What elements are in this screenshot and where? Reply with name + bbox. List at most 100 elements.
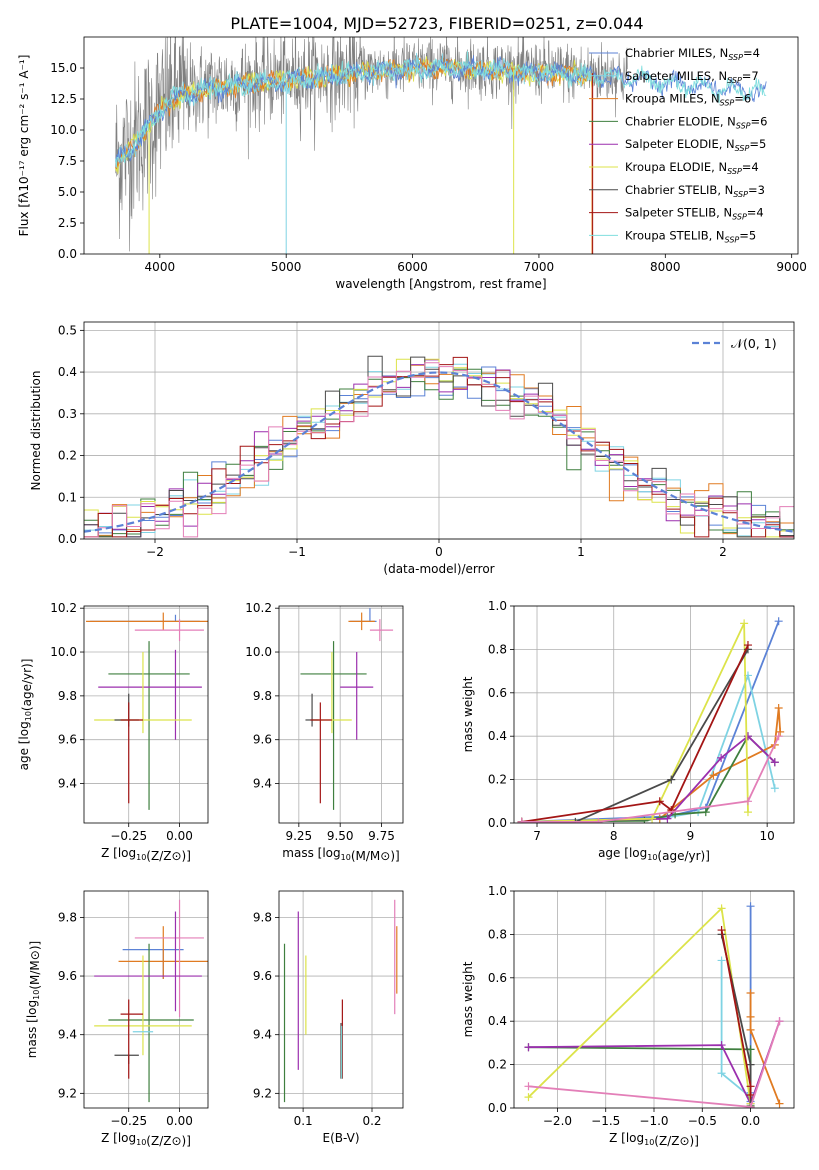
y-tick-label: 0.2 <box>58 449 77 463</box>
y-axis-label: mass weight <box>461 676 475 752</box>
y-tick-label: 0.6 <box>488 686 507 700</box>
y-tick-label: 0.2 <box>488 1058 507 1072</box>
y-tick-label: 9.8 <box>58 910 77 924</box>
weight-marker <box>743 797 752 806</box>
x-tick-label: −2.0 <box>543 1114 572 1128</box>
axes-frame <box>83 605 209 824</box>
weight-marker <box>740 619 749 628</box>
weight-vs-age-panel: 7 8 9 10 0.0 0.2 0.4 0.6 0.8 1.0 age [log10(age/yr… <box>461 599 795 863</box>
x-tick-label: 9.75 <box>368 829 395 843</box>
y-axis-label: mass [log10(M/M⊙)] <box>25 941 42 1058</box>
y-tick-label: 9.6 <box>58 733 77 747</box>
weight-marker <box>517 817 526 823</box>
legend-label: Salpeter STELIB, NSSP=4 <box>625 206 764 222</box>
y-tick-label: 9.8 <box>58 689 77 703</box>
weight-marker <box>524 1043 533 1052</box>
weight-line-salpeter_miles <box>720 960 752 1104</box>
x-tick-label: 9000 <box>776 260 807 274</box>
axes-frame <box>83 321 795 540</box>
y-tick-label: 10.0 <box>50 645 77 659</box>
y-tick-label: 0.3 <box>58 407 77 421</box>
y-tick-label: 0.0 <box>488 1101 507 1115</box>
weight-line-chabrier_elodie <box>521 734 776 823</box>
y-tick-label: 10.0 <box>50 123 77 137</box>
x-tick-label: 0.00 <box>166 829 193 843</box>
weight-marker <box>746 1060 755 1069</box>
y-tick-label: 9.6 <box>253 733 272 747</box>
y-tick-label: 9.4 <box>253 1028 272 1042</box>
weight-marker <box>746 1025 755 1034</box>
weight-marker <box>775 1017 784 1026</box>
weight-marker <box>701 808 710 817</box>
weight-line-chabrier_miles <box>521 620 780 823</box>
legend-label: Chabrier MILES, NSSP=4 <box>625 46 760 62</box>
axes-frame <box>278 605 404 824</box>
weight-marker <box>717 753 726 762</box>
weight-line-pink <box>521 735 780 823</box>
y-axis-label: age [log10(age/yr)] <box>17 659 34 771</box>
x-tick-label: 8000 <box>650 260 681 274</box>
mass-vs-z-panel: −0.25 0.00 9.2 9.4 9.6 9.8 Z [log10(Z/Z⊙)] mass… <box>25 890 209 1148</box>
weight-marker <box>770 784 779 793</box>
legend-label: Kroupa MILES, NSSP=6 <box>625 92 751 108</box>
y-tick-label: 0.4 <box>58 365 77 379</box>
weight-marker <box>774 732 783 741</box>
x-tick-label: −0.25 <box>110 1114 147 1128</box>
y-tick-label: 7.5 <box>58 154 77 168</box>
weight-line-kroupa_elodie <box>527 906 752 1107</box>
weight-marker <box>774 703 783 712</box>
weight-line-chabrier_stelib <box>720 934 752 1107</box>
y-tick-label: 1.0 <box>488 884 507 898</box>
weight-marker <box>667 775 676 784</box>
y-tick-label: 0.1 <box>58 490 77 504</box>
x-tick-label: 5000 <box>271 260 302 274</box>
x-tick-label: 0.0 <box>741 1114 760 1128</box>
normal-curve <box>84 371 794 533</box>
x-tick-label: −0.5 <box>688 1114 717 1128</box>
y-tick-label: 9.4 <box>58 1028 77 1042</box>
model-line-kroupa_elodie <box>115 56 593 174</box>
legend-label: Kroupa STELIB, NSSP=5 <box>625 228 756 244</box>
y-tick-label: 9.4 <box>58 777 77 791</box>
y-tick-label: 0.5 <box>58 323 77 337</box>
weight-marker <box>775 1099 784 1108</box>
axes-frame <box>83 890 209 1109</box>
y-tick-label: 1.0 <box>488 599 507 613</box>
x-tick-label: 9.50 <box>327 829 354 843</box>
x-tick-label: 0 <box>435 545 443 559</box>
y-axis-label: Flux [fλ10⁻¹⁷ erg cm⁻² s⁻¹ A⁻¹] <box>17 55 31 237</box>
x-tick-label: 9.25 <box>285 829 312 843</box>
y-tick-label: 2.5 <box>58 216 77 230</box>
axes-frame <box>278 890 404 1109</box>
age-vs-mass-panel: 9.25 9.50 9.75 9.4 9.6 9.8 10.0 10.2 mass [log10… <box>245 601 404 863</box>
x-tick-label: 0.2 <box>362 1114 381 1128</box>
legend-label: Salpeter ELODIE, NSSP=5 <box>625 137 766 153</box>
x-tick-label: 6000 <box>397 260 428 274</box>
x-tick-label: 1 <box>577 545 585 559</box>
y-tick-label: 0.0 <box>488 816 507 830</box>
weight-marker <box>594 817 603 823</box>
weight-marker <box>709 771 718 780</box>
weight-line-kroupa_elodie <box>521 623 749 823</box>
y-tick-label: 0.0 <box>58 532 77 546</box>
weight-marker <box>717 956 726 965</box>
spectrum-panel: 4000 5000 6000 7000 8000 9000 0.0 2.5 5.0 7.5 10.0… <box>17 36 807 291</box>
x-tick-label: −1.0 <box>639 1114 668 1128</box>
y-tick-label: 10.0 <box>245 645 272 659</box>
y-tick-label: 9.2 <box>253 1086 272 1100</box>
weight-marker <box>776 727 785 736</box>
x-axis-label: (data-model)/error <box>383 562 494 576</box>
histogram-pink <box>84 362 794 539</box>
y-tick-label: 5.0 <box>58 185 77 199</box>
axes-frame <box>513 890 795 1109</box>
weight-marker <box>717 926 726 935</box>
y-tick-label: 9.8 <box>253 910 272 924</box>
x-tick-label: 10 <box>760 829 775 843</box>
x-axis-label: Z [log10(Z/Z⊙)] <box>101 1131 191 1148</box>
x-axis-label: Z [log10(Z/Z⊙)] <box>101 846 191 863</box>
weight-line-salpeter_miles <box>521 672 776 823</box>
weight-marker <box>717 904 726 913</box>
weight-marker <box>746 1090 755 1099</box>
y-tick-label: 10.2 <box>50 601 77 615</box>
